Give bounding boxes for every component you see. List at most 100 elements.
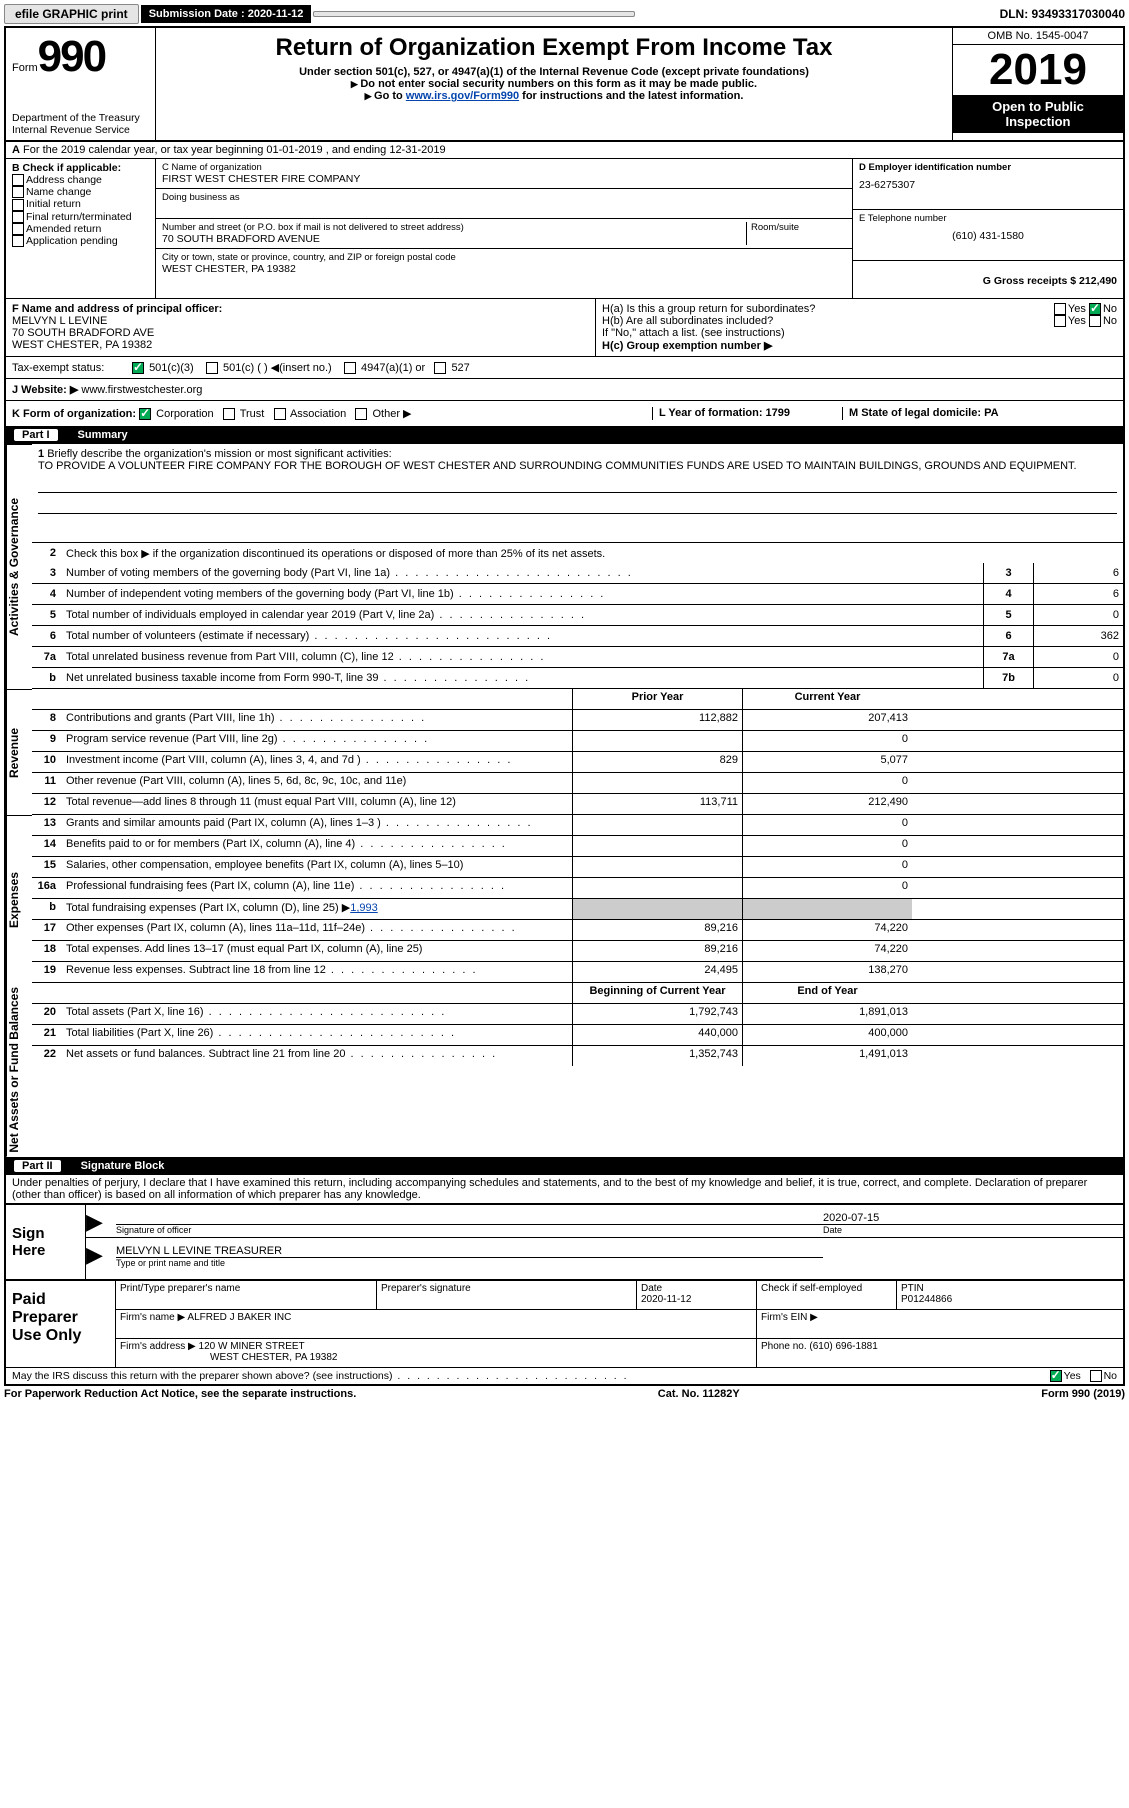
summary-section: Activities & Governance 1 Briefly descri… <box>6 444 1123 1157</box>
assoc-check[interactable] <box>274 408 286 420</box>
527-check[interactable] <box>434 362 446 374</box>
l16a: Professional fundraising fees (Part IX, … <box>62 878 572 898</box>
opt-address[interactable]: Address change <box>12 174 149 186</box>
501c-check[interactable] <box>206 362 218 374</box>
phone-val: (610) 431-1580 <box>859 230 1117 242</box>
cy14: 0 <box>742 836 912 856</box>
boy-header: Beginning of Current Year <box>572 983 742 1003</box>
irs-label: Internal Revenue Service <box>12 124 149 136</box>
l1-label: Briefly describe the organization's miss… <box>47 448 391 460</box>
row-a: A For the 2019 calendar year, or tax yea… <box>6 142 1123 159</box>
part2-label: Part II <box>14 1160 61 1172</box>
cy17: 74,220 <box>742 920 912 940</box>
trust-check[interactable] <box>223 408 235 420</box>
opt-amended[interactable]: Amended return <box>12 223 149 235</box>
discuss-row: May the IRS discuss this return with the… <box>6 1367 1123 1384</box>
form-container: Form990 Department of the Treasury Inter… <box>4 26 1125 1386</box>
subtitle-2: Do not enter social security numbers on … <box>164 78 944 90</box>
hb-yes[interactable] <box>1054 315 1066 327</box>
addr-val: 70 SOUTH BRADFORD AVENUE <box>162 233 746 245</box>
cy9: 0 <box>742 731 912 751</box>
sig-officer-label: Signature of officer <box>116 1224 823 1235</box>
4947-check[interactable] <box>344 362 356 374</box>
ha-yes[interactable] <box>1054 303 1066 315</box>
ha-no[interactable] <box>1089 303 1101 315</box>
discuss-yes[interactable] <box>1050 1370 1062 1382</box>
section-f: F Name and address of principal officer:… <box>6 299 596 356</box>
phone-label: E Telephone number <box>859 213 1117 224</box>
revenue-block: Prior YearCurrent Year 8Contributions an… <box>32 689 1123 815</box>
py10: 829 <box>572 752 742 772</box>
irs-link[interactable]: www.irs.gov/Form990 <box>406 90 519 102</box>
opt-pending[interactable]: Application pending <box>12 235 149 247</box>
l20: Total assets (Part X, line 16) <box>62 1004 572 1024</box>
ptin-cell: PTINP01244866 <box>896 1281 1123 1310</box>
l16b: Total fundraising expenses (Part IX, col… <box>62 899 572 919</box>
py17: 89,216 <box>572 920 742 940</box>
paid-prep-label: Paid Preparer Use Only <box>6 1281 116 1367</box>
paid-preparer-block: Paid Preparer Use Only Print/Type prepar… <box>6 1279 1123 1367</box>
v4: 6 <box>1033 584 1123 604</box>
self-emp-cell: Check if self-employed <box>756 1281 896 1310</box>
col-d: D Employer identification number 23-6275… <box>853 159 1123 298</box>
dept-treasury: Department of the Treasury <box>12 112 149 124</box>
k-opts: K Form of organization: Corporation Trus… <box>12 407 652 420</box>
mission-block: 1 Briefly describe the organization's mi… <box>32 444 1123 543</box>
expenses-block: 13Grants and similar amounts paid (Part … <box>32 815 1123 983</box>
addr-cell: Number and street (or P.O. box if mail i… <box>156 219 852 249</box>
gross-label: G Gross receipts $ 212,490 <box>983 275 1117 287</box>
name-label: C Name of organization <box>162 162 846 173</box>
section-bcd: B Check if applicable: Address change Na… <box>6 159 1123 298</box>
py8: 112,882 <box>572 710 742 730</box>
opt-name[interactable]: Name change <box>12 186 149 198</box>
l15: Salaries, other compensation, employee b… <box>62 857 572 877</box>
top-bar: efile GRAPHIC print Submission Date : 20… <box>4 4 1125 24</box>
cat-no: Cat. No. 11282Y <box>658 1388 740 1400</box>
py-header: Prior Year <box>572 689 742 709</box>
hb-no[interactable] <box>1089 315 1101 327</box>
header-right: OMB No. 1545-0047 2019 Open to Public In… <box>953 28 1123 140</box>
open-public: Open to Public Inspection <box>953 95 1123 133</box>
dba-cell: Doing business as <box>156 189 852 219</box>
hb-label: H(b) Are all subordinates included? <box>602 315 773 327</box>
efile-print-button[interactable]: efile GRAPHIC print <box>4 4 139 24</box>
py21: 440,000 <box>572 1025 742 1045</box>
opt-final[interactable]: Final return/terminated <box>12 211 149 223</box>
section-h: H(a) Is this a group return for subordin… <box>596 299 1123 356</box>
l16b-link[interactable]: 1,993 <box>350 902 378 914</box>
row-k: K Form of organization: Corporation Trus… <box>6 400 1123 426</box>
cy20: 1,891,013 <box>742 1004 912 1024</box>
vert-netassets: Net Assets or Fund Balances <box>6 983 32 1157</box>
corp-check[interactable] <box>139 408 151 420</box>
caret-icon-2: ▶ <box>86 1242 116 1268</box>
open-public-2: Inspection <box>1005 114 1070 129</box>
other-check[interactable] <box>355 408 367 420</box>
cy15: 0 <box>742 857 912 877</box>
k-label: K Form of organization: <box>12 408 136 420</box>
part1-label: Part I <box>14 429 58 441</box>
officer-name: MELVYN L LEVINE <box>12 315 589 327</box>
mission-line-1 <box>38 476 1117 493</box>
opt-initial[interactable]: Initial return <box>12 198 149 210</box>
501c3-check[interactable] <box>132 362 144 374</box>
l4: Number of independent voting members of … <box>62 586 983 602</box>
firm-ein-cell: Firm's EIN ▶ <box>756 1310 1123 1339</box>
sig-row-1: ▶ Signature of officer 2020-07-15Date <box>86 1205 1123 1238</box>
firm-addr-cell: Firm's address ▶ 120 W MINER STREETWEST … <box>116 1339 756 1367</box>
mission-line-3 <box>38 518 1117 534</box>
form-990-label: 990 <box>38 32 105 81</box>
website-label: J Website: ▶ <box>12 384 78 396</box>
l21: Total liabilities (Part X, line 26) <box>62 1025 572 1045</box>
b-label: B Check if applicable: <box>12 162 149 174</box>
py20: 1,792,743 <box>572 1004 742 1024</box>
firm-phone-cell: Phone no. (610) 696-1881 <box>756 1339 1123 1367</box>
sig-row-2: ▶ MELVYN L LEVINE TREASURERType or print… <box>86 1238 1123 1270</box>
dba-label: Doing business as <box>162 192 846 203</box>
eoy-header: End of Year <box>742 983 912 1003</box>
discuss-no[interactable] <box>1090 1370 1102 1382</box>
form-footer: Form 990 (2019) <box>1041 1388 1125 1400</box>
firm-name-cell: Firm's name ▶ ALFRED J BAKER INC <box>116 1310 756 1339</box>
hb-row: H(b) Are all subordinates included? Yes … <box>602 315 1117 327</box>
goto-prefix: Go to <box>374 90 406 102</box>
officer-addr1: 70 SOUTH BRADFORD AVE <box>12 327 589 339</box>
